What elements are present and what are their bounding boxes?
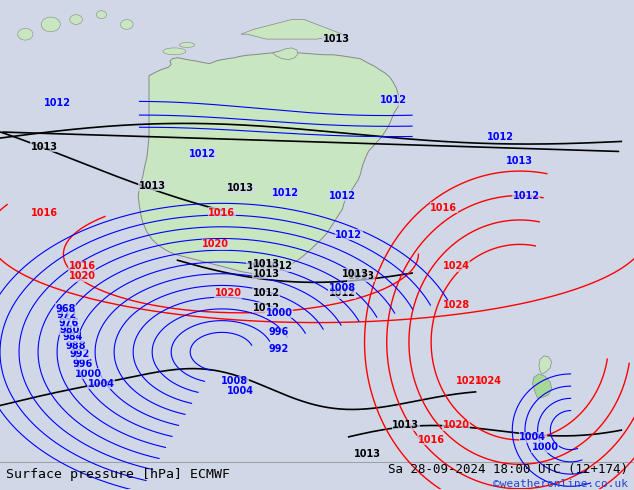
Ellipse shape	[179, 43, 195, 48]
Text: 1013: 1013	[354, 448, 381, 459]
Polygon shape	[533, 374, 552, 398]
Text: 968: 968	[55, 304, 75, 314]
Text: 976: 976	[58, 318, 79, 328]
Text: 996: 996	[269, 327, 289, 338]
Text: 1012: 1012	[329, 288, 356, 298]
Text: 972: 972	[56, 310, 77, 320]
Text: 1004: 1004	[519, 433, 546, 442]
Text: 992: 992	[69, 349, 89, 359]
Text: 1028: 1028	[456, 376, 482, 386]
Text: 1016: 1016	[209, 208, 235, 218]
Text: 1008: 1008	[221, 376, 248, 386]
Text: 1012: 1012	[335, 230, 362, 240]
Text: 1013: 1013	[507, 156, 533, 166]
Text: 1020: 1020	[69, 271, 96, 281]
Circle shape	[41, 17, 60, 32]
Text: 1012: 1012	[272, 188, 299, 198]
Text: 1012: 1012	[44, 98, 70, 108]
Text: 1016: 1016	[418, 435, 444, 445]
Text: 1000: 1000	[532, 442, 559, 452]
Text: 1016: 1016	[31, 208, 58, 218]
Text: 1013: 1013	[247, 261, 273, 271]
Text: 1020: 1020	[443, 420, 470, 430]
Text: 996: 996	[72, 359, 93, 369]
Polygon shape	[138, 51, 399, 275]
Text: 1024: 1024	[443, 261, 470, 271]
Text: 1000: 1000	[75, 369, 102, 379]
Text: 1012: 1012	[190, 149, 216, 159]
Text: 1013: 1013	[228, 183, 254, 193]
Circle shape	[96, 11, 107, 19]
Text: 1013: 1013	[392, 420, 419, 430]
Text: 1013: 1013	[253, 269, 280, 279]
Text: 1028: 1028	[443, 300, 470, 311]
Text: 1000: 1000	[266, 308, 292, 318]
Text: 1013: 1013	[348, 271, 375, 281]
Text: 980: 980	[60, 325, 80, 335]
Text: 992: 992	[269, 344, 289, 354]
Circle shape	[18, 28, 33, 40]
Ellipse shape	[163, 48, 186, 55]
Text: 1016: 1016	[69, 261, 96, 271]
Polygon shape	[241, 20, 342, 39]
Text: 1012: 1012	[253, 288, 280, 298]
Text: 1016: 1016	[430, 203, 457, 213]
Polygon shape	[273, 48, 298, 60]
Text: 1020: 1020	[215, 288, 242, 298]
Text: 1013: 1013	[31, 142, 58, 151]
Text: 1013: 1013	[139, 181, 165, 191]
Text: 1024: 1024	[475, 376, 501, 386]
Circle shape	[70, 15, 82, 24]
Text: 1013: 1013	[253, 259, 280, 269]
Text: 1012: 1012	[329, 191, 356, 200]
Text: 1012: 1012	[266, 261, 292, 271]
Text: 1020: 1020	[202, 240, 229, 249]
Circle shape	[120, 20, 133, 29]
Text: ©weatheronline.co.uk: ©weatheronline.co.uk	[493, 479, 628, 489]
Text: 988: 988	[66, 341, 86, 350]
Text: 1012: 1012	[380, 95, 406, 105]
Text: 984: 984	[63, 332, 83, 342]
Text: 1008: 1008	[329, 283, 356, 294]
Text: 1012: 1012	[253, 303, 280, 313]
Text: Surface pressure [hPa] ECMWF: Surface pressure [hPa] ECMWF	[6, 467, 230, 481]
Text: 1013: 1013	[323, 34, 349, 44]
Text: 1012: 1012	[513, 191, 540, 200]
Text: 1004: 1004	[88, 379, 115, 389]
Polygon shape	[539, 356, 552, 374]
Text: 1013: 1013	[342, 269, 368, 279]
Text: 1004: 1004	[228, 386, 254, 396]
Text: 1012: 1012	[488, 132, 514, 142]
Text: Sa 28-09-2024 18:00 UTC (12+174): Sa 28-09-2024 18:00 UTC (12+174)	[387, 463, 628, 476]
